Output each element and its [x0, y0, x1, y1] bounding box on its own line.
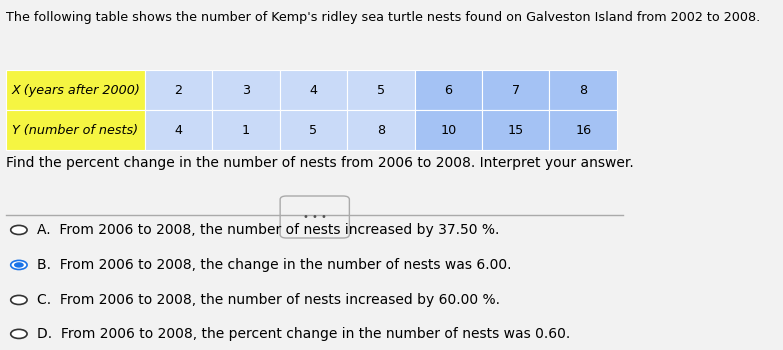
FancyBboxPatch shape — [280, 70, 347, 110]
Text: 8: 8 — [377, 124, 385, 137]
FancyBboxPatch shape — [482, 110, 550, 150]
Text: 5: 5 — [377, 84, 385, 97]
FancyBboxPatch shape — [212, 110, 280, 150]
Circle shape — [11, 260, 27, 270]
Text: 16: 16 — [576, 124, 591, 137]
FancyBboxPatch shape — [145, 110, 212, 150]
Text: 8: 8 — [579, 84, 587, 97]
FancyBboxPatch shape — [6, 110, 145, 150]
Circle shape — [11, 225, 27, 234]
FancyBboxPatch shape — [414, 70, 482, 110]
Text: Find the percent change in the number of nests from 2006 to 2008. Interpret your: Find the percent change in the number of… — [6, 156, 634, 170]
Text: A.  From 2006 to 2008, the number of nests increased by 37.50 %.: A. From 2006 to 2008, the number of nest… — [37, 223, 499, 237]
FancyBboxPatch shape — [212, 70, 280, 110]
Text: The following table shows the number of Kemp's ridley sea turtle nests found on : The following table shows the number of … — [6, 10, 760, 23]
Text: 10: 10 — [440, 124, 456, 137]
Text: 15: 15 — [507, 124, 524, 137]
FancyBboxPatch shape — [482, 70, 550, 110]
FancyBboxPatch shape — [550, 110, 617, 150]
Text: 3: 3 — [242, 84, 250, 97]
FancyBboxPatch shape — [280, 110, 347, 150]
Text: D.  From 2006 to 2008, the percent change in the number of nests was 0.60.: D. From 2006 to 2008, the percent change… — [37, 327, 570, 341]
Text: Y (number of nests): Y (number of nests) — [13, 124, 139, 137]
FancyBboxPatch shape — [145, 70, 212, 110]
Text: X (years after 2000): X (years after 2000) — [11, 84, 140, 97]
Circle shape — [11, 295, 27, 304]
Text: 5: 5 — [309, 124, 317, 137]
Text: 4: 4 — [309, 84, 317, 97]
Text: 6: 6 — [444, 84, 453, 97]
Text: 1: 1 — [242, 124, 250, 137]
FancyBboxPatch shape — [550, 70, 617, 110]
FancyBboxPatch shape — [347, 70, 414, 110]
Circle shape — [11, 329, 27, 338]
Text: • • •: • • • — [303, 212, 327, 222]
Text: C.  From 2006 to 2008, the number of nests increased by 60.00 %.: C. From 2006 to 2008, the number of nest… — [37, 293, 500, 307]
Text: 4: 4 — [175, 124, 182, 137]
Circle shape — [14, 262, 23, 268]
FancyBboxPatch shape — [280, 196, 349, 238]
Text: B.  From 2006 to 2008, the change in the number of nests was 6.00.: B. From 2006 to 2008, the change in the … — [37, 258, 511, 272]
Text: 7: 7 — [511, 84, 520, 97]
FancyBboxPatch shape — [347, 110, 414, 150]
Text: 2: 2 — [175, 84, 182, 97]
FancyBboxPatch shape — [6, 70, 145, 110]
FancyBboxPatch shape — [414, 110, 482, 150]
